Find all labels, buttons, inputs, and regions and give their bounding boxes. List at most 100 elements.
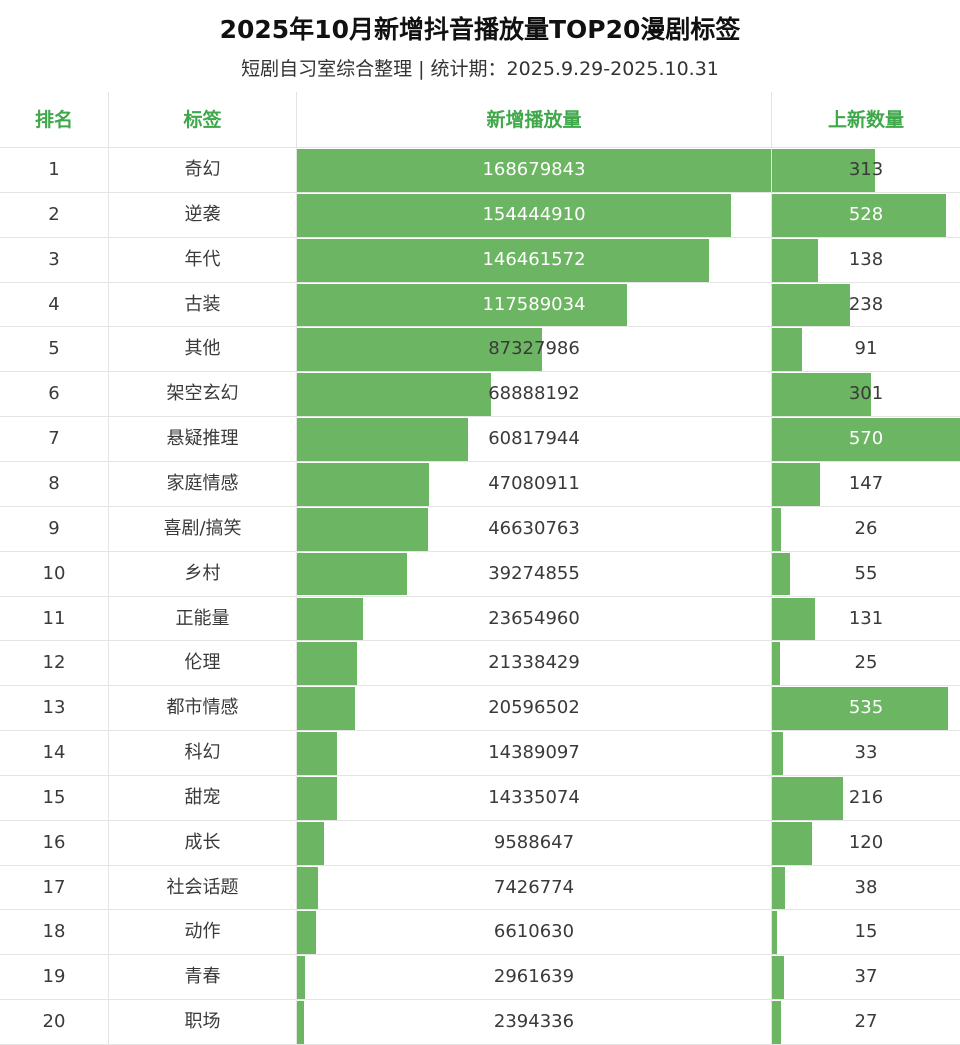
tag-cell: 古装	[184, 293, 221, 315]
column-divider	[296, 92, 297, 1045]
table-row: 20 职场 2394336 27	[0, 1000, 960, 1045]
count-value-label: 25	[854, 652, 878, 674]
plays-value-label: 146461572	[482, 248, 586, 270]
tag-cell: 伦理	[184, 652, 221, 674]
row-divider	[0, 460, 960, 462]
count-value-label: 570	[848, 428, 884, 450]
tag-cell: 社会话题	[166, 876, 239, 898]
table-row: 10 乡村 39274855 55	[0, 552, 960, 597]
table-row: 5 其他 87327986 91	[0, 327, 960, 372]
count-bar	[772, 1001, 781, 1044]
tag-cell: 成长	[184, 831, 221, 853]
rank-cell: 3	[48, 248, 60, 270]
tag-cell: 动作	[184, 921, 221, 943]
count-value-label: 535	[848, 697, 884, 719]
count-value-label: 15	[854, 921, 878, 943]
plays-bar	[297, 283, 628, 327]
plays-value-label: 14389097	[488, 742, 580, 764]
row-divider	[0, 954, 960, 956]
count-bar	[772, 911, 777, 955]
count-bar	[772, 462, 821, 506]
plays-bar	[297, 328, 543, 372]
count-value-label: 27	[854, 1011, 878, 1033]
table-row: 14 科幻 14389097 33	[0, 731, 960, 776]
count-value-label: 55	[854, 562, 878, 584]
chart-title: 2025年10月新增抖音播放量TOP20漫剧标签	[219, 15, 741, 44]
tag-cell: 年代	[184, 248, 221, 270]
rank-cell: 14	[42, 742, 66, 764]
row-divider	[0, 595, 960, 597]
row-divider	[0, 505, 960, 507]
count-bar	[772, 328, 802, 372]
row-divider	[0, 730, 960, 732]
rank-cell: 2	[48, 203, 60, 225]
table-row: 11 正能量 23654960 131	[0, 597, 960, 642]
table-row: 6 架空玄幻 68888192 301	[0, 372, 960, 417]
table-row: 15 甜宠 14335074 216	[0, 776, 960, 821]
plays-value-label: 39274855	[488, 562, 580, 584]
table-row: 9 喜剧/搞笑 46630763 26	[0, 507, 960, 552]
tag-cell: 职场	[184, 1011, 221, 1033]
count-bar	[772, 687, 949, 731]
count-value-label: 38	[854, 876, 878, 898]
plays-bar	[297, 238, 709, 282]
plays-bar	[297, 149, 771, 192]
row-divider	[0, 999, 960, 1001]
plays-value-label: 68888192	[488, 383, 580, 405]
count-value-label: 216	[848, 786, 884, 808]
plays-bar	[297, 956, 306, 1000]
table-row: 17 社会话题 7426774 38	[0, 866, 960, 911]
row-divider	[0, 640, 960, 642]
plays-value-label: 2394336	[493, 1011, 575, 1033]
tag-cell: 科幻	[184, 742, 221, 764]
tag-cell: 喜剧/搞笑	[163, 517, 242, 539]
rank-cell: 12	[42, 652, 66, 674]
table-row: 19 青春 2961639 37	[0, 955, 960, 1000]
row-divider	[0, 147, 960, 148]
plays-value-label: 46630763	[488, 517, 580, 539]
column-header-count: 上新数量	[827, 109, 904, 131]
count-bar	[772, 821, 812, 865]
row-divider	[0, 774, 960, 776]
tag-cell: 家庭情感	[166, 472, 239, 494]
plays-bar	[297, 866, 318, 910]
count-bar	[772, 956, 785, 1000]
tag-cell: 正能量	[175, 607, 230, 629]
rank-cell: 1	[48, 159, 60, 180]
plays-bar	[297, 507, 429, 551]
ranking-table: 排名 标签 新增播放量 上新数量 1 奇幻 168679843 313 2 逆袭 15444…	[0, 92, 960, 1045]
plays-value-label: 23654960	[488, 607, 580, 629]
tag-cell: 乡村	[184, 562, 221, 584]
count-bar	[772, 597, 816, 641]
table-row: 7 悬疑推理 60817944 570	[0, 417, 960, 462]
row-divider	[0, 191, 960, 193]
count-bar	[772, 193, 947, 237]
rank-cell: 9	[48, 517, 60, 539]
count-bar	[772, 373, 872, 417]
count-bar	[772, 507, 781, 551]
table-row: 8 家庭情感 47080911 147	[0, 462, 960, 507]
plays-value-label: 168679843	[482, 159, 586, 180]
count-value-label: 37	[854, 966, 878, 988]
rank-cell: 16	[42, 831, 66, 853]
plays-value-label: 117589034	[482, 293, 586, 315]
rank-cell: 4	[48, 293, 60, 315]
plays-bar	[297, 1001, 304, 1044]
rank-cell: 6	[48, 383, 60, 405]
plays-value-label: 14335074	[488, 786, 580, 808]
count-bar	[772, 776, 844, 820]
count-value-label: 238	[848, 293, 884, 315]
row-divider	[0, 909, 960, 911]
plays-bar	[297, 193, 731, 237]
rank-cell: 17	[42, 876, 66, 898]
row-divider	[0, 371, 960, 373]
tag-cell: 架空玄幻	[166, 383, 239, 405]
table-row: 18 动作 6610630 15	[0, 910, 960, 955]
plays-bar	[297, 642, 357, 686]
count-value-label: 26	[854, 517, 878, 539]
count-value-label: 120	[848, 831, 884, 853]
count-bar	[772, 866, 785, 910]
count-value-label: 301	[848, 383, 884, 405]
column-divider	[108, 92, 109, 1045]
plays-bar	[297, 462, 430, 506]
